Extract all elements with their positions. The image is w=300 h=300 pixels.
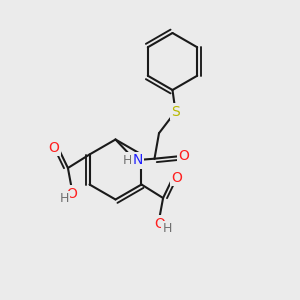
Text: O: O xyxy=(66,187,77,200)
Text: N: N xyxy=(132,153,142,167)
Text: H: H xyxy=(123,154,132,167)
Text: S: S xyxy=(171,105,180,118)
Text: O: O xyxy=(171,171,182,184)
Text: H: H xyxy=(162,222,172,236)
Text: H: H xyxy=(59,192,69,206)
Text: O: O xyxy=(178,149,189,163)
Text: O: O xyxy=(154,217,165,230)
Text: O: O xyxy=(49,141,60,154)
